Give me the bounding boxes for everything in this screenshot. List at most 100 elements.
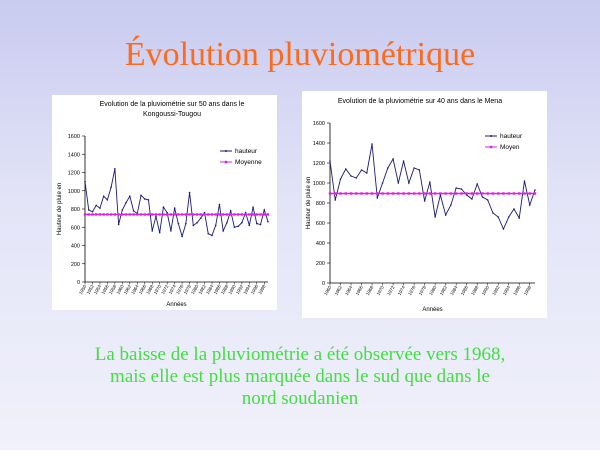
mean-point bbox=[91, 213, 94, 216]
mean-point bbox=[139, 213, 143, 216]
data-point bbox=[376, 197, 379, 199]
data-point bbox=[486, 199, 489, 201]
mean-point bbox=[248, 213, 251, 216]
data-point bbox=[244, 211, 247, 214]
data-point bbox=[402, 160, 405, 162]
chart-title: Evolution de la pluviométrie sur 40 ans … bbox=[338, 98, 502, 105]
mean-point bbox=[180, 213, 184, 216]
mean-point bbox=[433, 192, 437, 195]
data-point bbox=[102, 195, 105, 198]
mean-point bbox=[154, 213, 158, 216]
mean-point bbox=[177, 213, 180, 216]
data-point bbox=[423, 200, 426, 202]
mean-point bbox=[449, 192, 453, 195]
data-point bbox=[188, 191, 191, 194]
caption-line: La baisse de la pluviométrie a été obser… bbox=[94, 344, 506, 365]
mean-point bbox=[162, 213, 165, 216]
mean-point bbox=[128, 213, 132, 216]
data-point bbox=[199, 217, 202, 219]
x-tick-label: 1994 bbox=[242, 284, 252, 296]
mean-point bbox=[328, 192, 332, 195]
mean-point bbox=[391, 192, 395, 195]
x-tick-label: 1986 bbox=[460, 285, 470, 297]
mean-point bbox=[169, 213, 173, 216]
mean-point bbox=[423, 192, 426, 195]
legend-marker bbox=[489, 145, 493, 149]
x-tick-label: 1966 bbox=[138, 284, 148, 296]
mean-point bbox=[184, 213, 188, 216]
data-point bbox=[147, 199, 150, 201]
data-point bbox=[450, 204, 452, 206]
mean-point bbox=[229, 213, 232, 216]
x-tick-label: 1966 bbox=[355, 285, 365, 297]
mean-point bbox=[339, 192, 342, 195]
y-tick-label: 600 bbox=[316, 221, 325, 227]
data-point bbox=[523, 180, 526, 182]
mean-point bbox=[263, 213, 266, 216]
mean-point bbox=[95, 213, 98, 216]
x-tick-label: 1952 bbox=[85, 284, 95, 296]
mean-point bbox=[370, 192, 374, 195]
x-tick-label: 1990 bbox=[481, 285, 491, 297]
mean-point bbox=[113, 213, 117, 216]
chart-mena-svg: Evolution de la pluviométrie sur 40 ans … bbox=[306, 98, 537, 313]
x-tick-label: 1982 bbox=[439, 285, 449, 297]
data-point bbox=[534, 189, 536, 191]
x-tick-label: 1980 bbox=[190, 284, 200, 296]
x-tick-label: 1976 bbox=[407, 285, 417, 297]
data-point bbox=[455, 187, 457, 189]
legend-label: Moyenne bbox=[235, 159, 262, 166]
legend-marker bbox=[225, 150, 227, 152]
y-tick-label: 1200 bbox=[313, 161, 325, 167]
data-point bbox=[125, 201, 127, 204]
mean-point bbox=[214, 213, 217, 216]
data-point bbox=[229, 210, 232, 212]
chart-title: Evolution de la pluviométrie sur 50 ans … bbox=[100, 101, 245, 108]
data-point bbox=[365, 172, 368, 174]
mean-point bbox=[475, 192, 479, 195]
x-tick-label: 1990 bbox=[227, 284, 237, 296]
x-tick-label: 1962 bbox=[334, 285, 344, 297]
data-point bbox=[143, 198, 146, 200]
x-tick-label: 1968 bbox=[145, 284, 155, 296]
x-tick-label: 1960 bbox=[323, 285, 333, 297]
y-tick-label: 0 bbox=[77, 280, 80, 286]
data-point bbox=[418, 169, 421, 171]
mean-point bbox=[98, 213, 102, 216]
mean-point bbox=[360, 192, 363, 195]
data-point bbox=[397, 182, 400, 184]
mean-point bbox=[240, 213, 244, 216]
x-tick-label: 1998 bbox=[523, 285, 533, 297]
mean-point bbox=[207, 213, 210, 216]
x-axis-label: Années bbox=[166, 302, 186, 308]
data-point bbox=[226, 221, 228, 224]
data-point bbox=[339, 178, 342, 180]
x-tick-label: 1970 bbox=[376, 285, 386, 297]
data-point bbox=[518, 217, 521, 219]
mean-point bbox=[528, 192, 531, 195]
y-tick-label: 1200 bbox=[68, 171, 80, 177]
data-point bbox=[481, 196, 484, 198]
data-point bbox=[140, 194, 142, 197]
chart-mena: Evolution de la pluviométrie sur 40 ans … bbox=[302, 91, 547, 318]
x-tick-label: 1978 bbox=[418, 285, 428, 297]
x-tick-label: 1992 bbox=[491, 285, 501, 297]
legend-label: hauteur bbox=[235, 148, 258, 155]
data-point bbox=[381, 182, 384, 184]
x-tick-label: 1988 bbox=[470, 285, 480, 297]
y-axis-label: Hauteur de pluie en bbox=[306, 177, 312, 229]
data-point bbox=[248, 224, 251, 227]
mean-point bbox=[255, 213, 258, 216]
mean-point bbox=[151, 213, 154, 216]
mean-point bbox=[121, 213, 124, 216]
chart-kongoussi-svg: Evolution de la pluviométrie sur 50 ans … bbox=[57, 101, 270, 308]
slide-title: Évolution pluviométrique bbox=[124, 36, 476, 73]
mean-point bbox=[106, 213, 109, 216]
mean-point bbox=[381, 192, 384, 195]
data-point bbox=[471, 198, 473, 200]
x-tick-label: 1972 bbox=[386, 285, 396, 297]
x-tick-label: 1978 bbox=[183, 284, 193, 296]
mean-point bbox=[412, 192, 416, 195]
data-point bbox=[99, 207, 101, 209]
mean-point bbox=[486, 192, 489, 195]
